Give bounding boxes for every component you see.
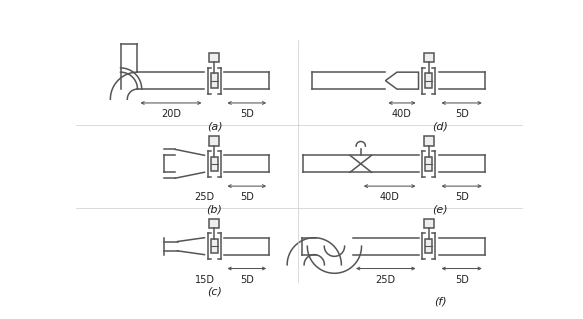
Text: 5D: 5D (240, 275, 254, 285)
Text: 25D: 25D (194, 192, 215, 202)
Text: 40D: 40D (392, 109, 412, 119)
Bar (209, 53, 219, 63)
Bar (423, 53, 434, 63)
Text: 5D: 5D (455, 275, 469, 285)
Bar (423, 219, 434, 228)
Text: (b): (b) (206, 204, 222, 215)
Text: 5D: 5D (240, 192, 254, 202)
Bar (211, 157, 218, 171)
Bar (209, 219, 219, 228)
Text: 40D: 40D (380, 192, 399, 202)
Text: 5D: 5D (240, 109, 254, 119)
Bar (425, 157, 432, 171)
Text: (d): (d) (432, 122, 448, 131)
Text: (c): (c) (207, 287, 222, 297)
Text: 25D: 25D (375, 275, 396, 285)
Bar (209, 136, 219, 145)
Text: (f): (f) (434, 296, 447, 306)
Bar (425, 73, 432, 88)
Text: 15D: 15D (195, 275, 215, 285)
Bar (425, 239, 432, 253)
Bar (211, 239, 218, 253)
Text: 5D: 5D (455, 192, 469, 202)
Bar (423, 136, 434, 145)
Text: 20D: 20D (161, 109, 181, 119)
Text: (a): (a) (206, 122, 222, 131)
Text: 5D: 5D (455, 109, 469, 119)
Bar (211, 73, 218, 88)
Text: (e): (e) (432, 204, 448, 215)
